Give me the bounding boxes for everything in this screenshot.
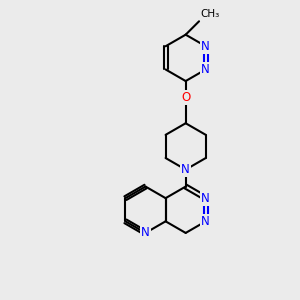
Text: N: N [201,63,210,76]
Text: N: N [201,192,210,205]
Text: N: N [181,163,190,176]
Text: O: O [181,91,190,104]
Text: N: N [201,40,210,53]
Text: N: N [201,215,210,228]
Text: CH₃: CH₃ [200,9,220,19]
Text: N: N [141,226,150,239]
